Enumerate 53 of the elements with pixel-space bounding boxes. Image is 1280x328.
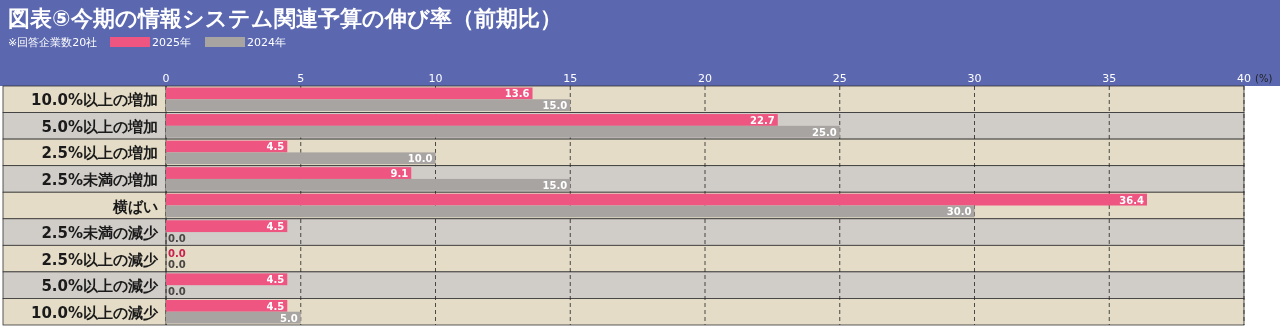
bar xyxy=(166,152,436,165)
data-label: 4.5 xyxy=(266,221,285,233)
data-label: 10.0 xyxy=(407,153,433,165)
data-label: 4.5 xyxy=(266,300,285,312)
x-tick-label: 5 xyxy=(297,72,305,85)
data-label: 30.0 xyxy=(946,206,972,218)
text: ※回答企業数20社 xyxy=(8,36,98,49)
data-label: 0.0 xyxy=(168,232,186,244)
data-label: 22.7 xyxy=(750,114,775,126)
bar xyxy=(166,205,975,218)
data-label: 13.6 xyxy=(504,88,530,100)
y-tick-label: 2.5%以上の減少 xyxy=(41,250,159,269)
x-tick-label: 20 xyxy=(698,72,712,85)
y-tick-label: 2.5%未満の減少 xyxy=(41,224,159,243)
data-label: 0.0 xyxy=(168,259,186,271)
x-tick-label: 0 xyxy=(162,72,170,85)
data-label: 4.5 xyxy=(266,141,285,153)
data-label: 15.0 xyxy=(542,100,568,112)
data-label: 0.0 xyxy=(168,285,186,297)
x-tick-label: 40 xyxy=(1237,72,1251,85)
bar xyxy=(166,99,571,112)
bar xyxy=(166,87,533,100)
x-axis-title: (%) xyxy=(1255,73,1273,84)
y-tick-label: 10.0%以上の減少 xyxy=(30,303,159,322)
bar xyxy=(166,167,412,179)
y-tick-label: 5.0%以上の増加 xyxy=(41,117,158,136)
bar xyxy=(166,299,288,312)
y-tick-label: 横ばい xyxy=(112,197,158,216)
legend-label: 2025年 xyxy=(152,36,191,49)
data-label: 9.1 xyxy=(390,167,409,179)
data-label: 15.0 xyxy=(542,179,568,191)
chart-title: 図表⑤今期の情報システム関連予算の伸び率（前期比） xyxy=(8,6,562,31)
y-tick-label: 2.5%以上の増加 xyxy=(41,144,158,163)
data-label: 0.0 xyxy=(168,247,186,259)
y-tick-label: 2.5%未満の増加 xyxy=(41,170,158,189)
legend-label: 2024年 xyxy=(247,36,286,49)
bar xyxy=(166,114,778,126)
x-tick-label: 10 xyxy=(428,72,443,85)
x-tick-label: 30 xyxy=(967,72,982,85)
x-tick-label: 25 xyxy=(832,72,847,85)
y-tick-label: 10.0%以上の増加 xyxy=(30,91,158,110)
y-tick-label: 5.0%以上の減少 xyxy=(41,277,159,296)
bar xyxy=(166,220,288,233)
x-tick-label: 15 xyxy=(563,72,578,85)
bar xyxy=(166,178,571,191)
x-tick-label: 35 xyxy=(1102,72,1117,85)
data-label: 4.5 xyxy=(266,274,285,286)
data-label: 5.0 xyxy=(280,312,298,324)
bar xyxy=(166,311,301,324)
data-label: 36.4 xyxy=(1119,194,1145,206)
data-label: 25.0 xyxy=(812,126,837,138)
bar xyxy=(166,125,840,138)
bar xyxy=(166,273,288,286)
